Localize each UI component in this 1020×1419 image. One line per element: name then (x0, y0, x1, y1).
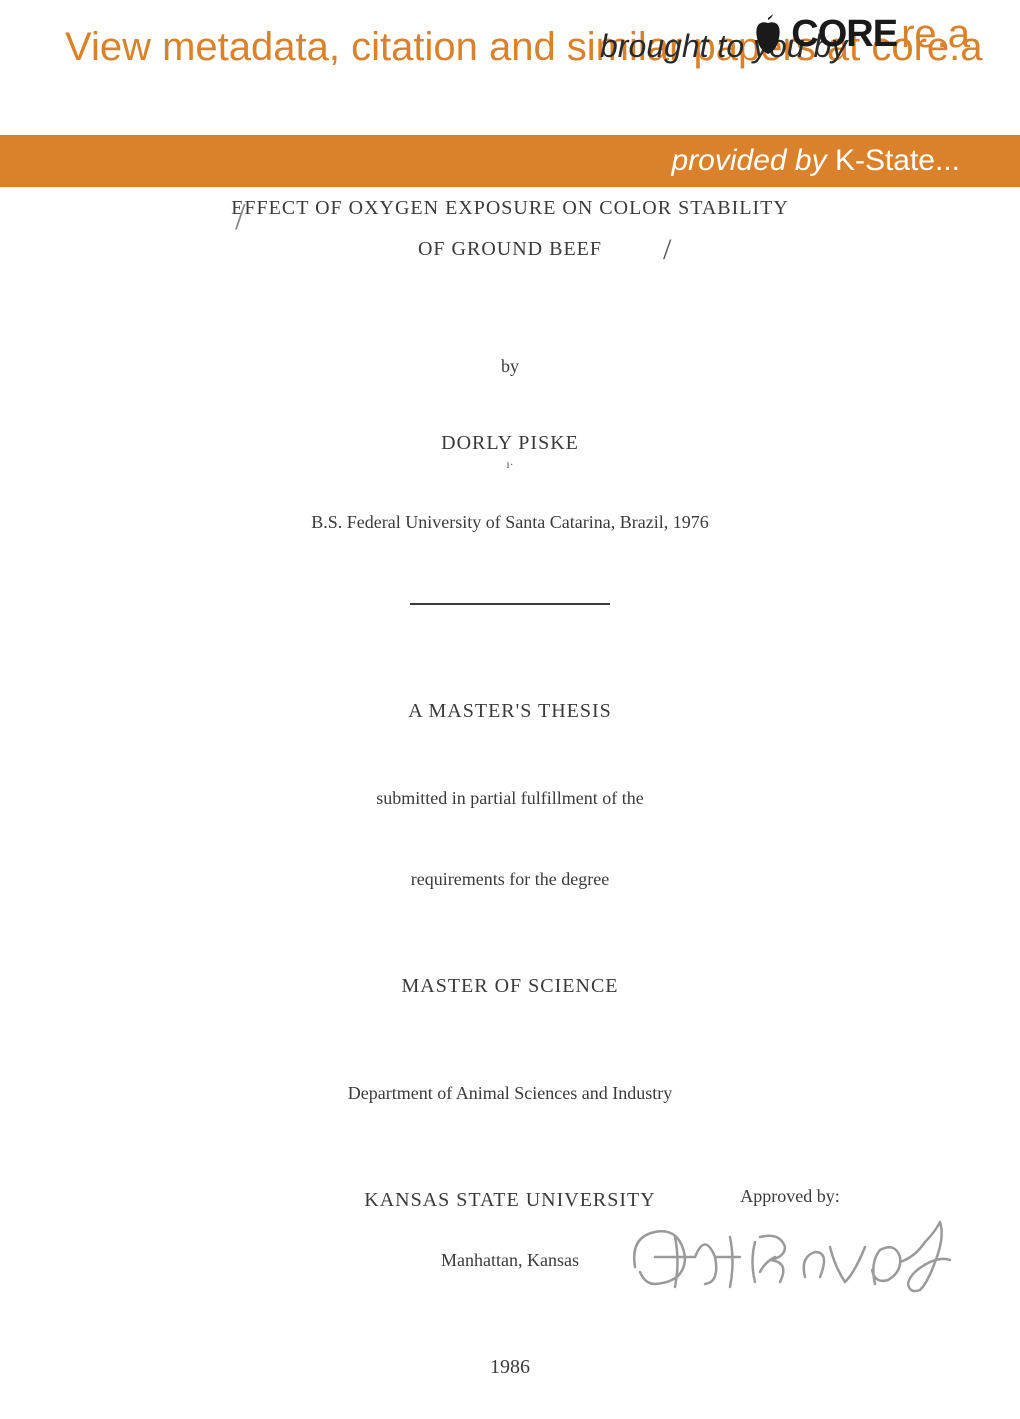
core-brand-text: CORE (791, 13, 897, 56)
tick-mark: ı· (80, 457, 940, 472)
year: 1986 (80, 1356, 940, 1379)
apple-core-icon (749, 14, 787, 56)
requirements-text: requirements for the degree (80, 869, 940, 890)
approved-by-label: Approved by: (620, 1186, 960, 1207)
thesis-heading: A MASTER'S THESIS (80, 700, 940, 723)
approval-section: Approved by: (620, 1186, 960, 1302)
submitted-text: submitted in partial fulfillment of the (80, 788, 940, 809)
provided-by-bar: provided by K-State... (0, 135, 1020, 187)
advisor-signature (620, 1212, 960, 1302)
prior-degree: B.S. Federal University of Santa Catarin… (80, 512, 940, 533)
core-url-suffix: re.a (901, 12, 970, 57)
provided-by-prefix: provided by (672, 144, 835, 177)
slash-mark-left: / (235, 195, 247, 239)
thesis-title-line2: OF GROUND BEEF / (80, 238, 940, 261)
thesis-title-line1: / EFFECT OF OXYGEN EXPOSURE ON COLOR STA… (80, 197, 940, 220)
department-name: Department of Animal Sciences and Indust… (80, 1083, 940, 1104)
core-banner: View metadata, citation and similar pape… (0, 0, 1020, 135)
slash-mark-right: / (663, 233, 672, 267)
provided-by-text: provided by K-State... (672, 144, 961, 178)
horizontal-divider (410, 603, 610, 605)
by-label: by (80, 356, 940, 377)
degree-name: MASTER OF SCIENCE (80, 975, 940, 998)
author-name: DORLY PISKE (80, 432, 940, 455)
provided-by-source: K-State... (835, 144, 960, 177)
core-logo[interactable]: CORE re.a (749, 12, 970, 57)
